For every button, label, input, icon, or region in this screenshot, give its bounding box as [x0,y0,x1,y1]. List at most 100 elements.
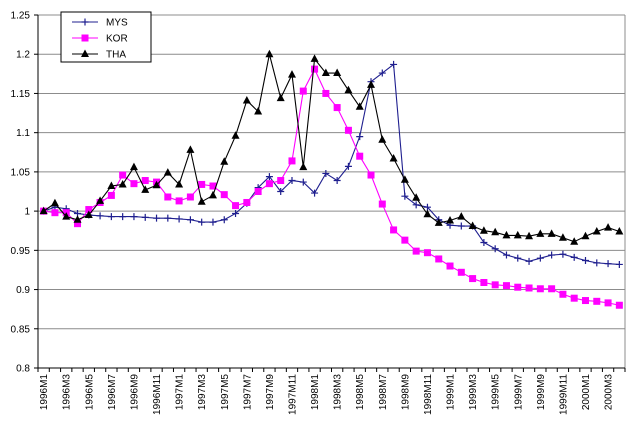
data-point [288,157,296,165]
data-point [593,259,601,267]
data-point [615,260,623,268]
data-point [536,285,544,293]
data-point [310,54,319,62]
x-tick-label: 1996M11 [152,374,163,415]
data-point [457,268,465,276]
data-point [198,180,206,188]
data-point [81,34,89,42]
data-point [141,177,149,185]
series-mys [40,60,623,268]
data-point [356,133,364,141]
data-point [401,192,409,200]
data-point [592,227,601,235]
x-tick-label: 1998M1 [310,374,321,411]
data-point [502,282,510,290]
data-point [423,203,431,211]
data-point [62,212,71,220]
data-point [175,197,183,205]
data-point [514,254,522,262]
data-point [604,299,612,307]
data-point [220,191,228,199]
x-tick-label: 1998M11 [423,374,434,415]
x-tick-label: 1999M1 [446,374,457,411]
x-tick-label: 1997M11 [287,374,298,415]
data-point [412,247,420,255]
y-tick-label: 1.25 [11,11,31,22]
data-point [355,102,364,110]
data-point [152,180,161,189]
data-point [401,236,409,244]
x-tick-label: 1998M5 [355,374,366,411]
x-tick-label: 1998M7 [378,374,389,411]
x-tick-label: 1999M5 [491,374,502,411]
data-point [254,188,262,195]
data-point [277,188,285,195]
data-point [287,70,296,78]
data-point [311,65,319,73]
data-point [400,175,409,183]
data-point [186,216,194,224]
series-line [43,54,620,243]
data-point [570,294,578,302]
y-tick-label: 1.15 [11,89,31,100]
data-point [51,209,59,217]
data-point [615,227,624,235]
data-point [164,193,172,201]
data-point [243,198,251,206]
x-tick-label: 2000M3 [604,374,615,411]
x-tick-label: 1999M9 [536,374,547,411]
data-point [378,200,386,208]
data-point [118,179,127,188]
x-tick-label: 1997M3 [197,374,208,411]
data-point [85,206,93,214]
data-point [604,260,612,268]
data-point [119,213,127,221]
x-tick-label: 1998M9 [400,374,411,411]
data-point [322,89,330,97]
data-point [536,254,544,262]
data-point [514,283,522,291]
data-point [525,257,533,265]
y-axis: 0.8 0.85 0.9 0.95 1 1.05 1.1 1.15 1.2 1.25 [11,11,39,375]
data-point [604,223,613,231]
data-point [615,301,623,309]
series-line [43,63,620,266]
data-point [457,212,466,220]
gridlines [38,14,626,368]
data-point [457,222,465,230]
data-point [299,162,308,171]
data-point [502,230,511,239]
data-point [390,60,398,68]
series-kor [40,65,623,309]
series-group [39,49,624,309]
data-point [141,213,149,221]
data-point [548,285,556,293]
data-point [559,290,567,298]
data-point [344,162,352,170]
x-tick-label: 1999M7 [513,374,524,411]
series-line [43,67,620,306]
data-point [491,227,500,236]
x-tick-label: 1996M3 [62,374,73,411]
data-point [311,189,319,197]
data-point [288,177,296,185]
data-point [480,238,488,246]
data-point [558,233,567,241]
data-point [468,221,477,230]
data-point [322,169,330,177]
y-tick-label: 1.1 [16,128,30,139]
data-point [299,178,307,186]
data-point [333,104,341,112]
data-point [74,220,82,228]
x-tick-label: 1999M3 [468,374,479,411]
data-point [186,145,195,153]
data-point [208,190,217,199]
data-point [321,68,330,77]
data-point [141,185,150,193]
data-point [412,193,421,201]
data-point [333,177,341,185]
data-point [232,209,240,217]
data-point [525,284,533,292]
data-point [434,218,443,226]
